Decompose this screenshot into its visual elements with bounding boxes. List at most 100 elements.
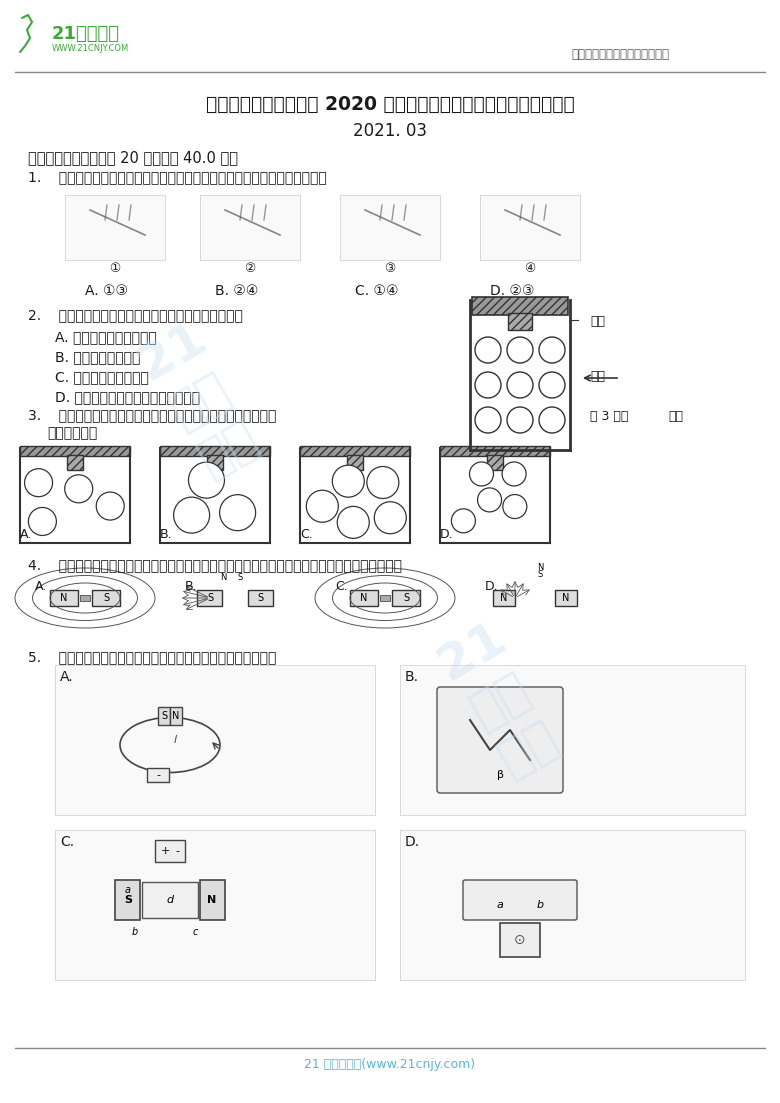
Text: ②: ② (244, 263, 256, 275)
Text: C. ①④: C. ①④ (355, 283, 399, 298)
Text: 1.    如图所示为某同学演示使用测电笔的几种握笔方法，其中正确的是（）。: 1. 如图所示为某同学演示使用测电笔的几种握笔方法，其中正确的是（）。 (28, 170, 327, 184)
Circle shape (470, 462, 494, 486)
Bar (392, 590, 420, 606)
Bar (207, 456, 223, 470)
Text: A. ①③: A. ①③ (85, 283, 128, 298)
Text: B.: B. (160, 528, 172, 540)
Text: b: b (132, 927, 138, 938)
Bar (200, 880, 225, 920)
Circle shape (28, 507, 56, 535)
Text: D.: D. (440, 528, 454, 540)
Bar (50, 590, 78, 606)
Bar (380, 595, 390, 601)
Circle shape (502, 462, 526, 486)
FancyBboxPatch shape (147, 768, 169, 782)
Text: N: N (562, 593, 569, 603)
Text: 2.    当发现有人触电时，应该立即采取的措施是（）。: 2. 当发现有人触电时，应该立即采取的措施是（）。 (28, 308, 243, 322)
Text: B. 迅速用手拉开导线: B. 迅速用手拉开导线 (55, 350, 140, 364)
Circle shape (539, 407, 565, 433)
Bar (350, 590, 378, 606)
Circle shape (475, 338, 501, 363)
FancyBboxPatch shape (480, 195, 580, 260)
Bar (67, 456, 83, 470)
FancyBboxPatch shape (437, 687, 563, 793)
Text: N: N (360, 593, 367, 603)
Text: S: S (237, 574, 243, 582)
Text: C. 迅速用小刀割断电线: C. 迅速用小刀割断电线 (55, 370, 149, 384)
Text: B.: B. (185, 580, 197, 593)
Text: 2021. 03: 2021. 03 (353, 122, 427, 140)
Text: C.: C. (335, 580, 348, 593)
Text: 第 3 题图: 第 3 题图 (590, 410, 629, 422)
Text: D. 迅速切断电源或用绝缘体挑开导线: D. 迅速切断电源或用绝缘体挑开导线 (55, 390, 200, 404)
Circle shape (96, 492, 124, 520)
Bar (440, 446, 550, 456)
Circle shape (475, 407, 501, 433)
Circle shape (367, 467, 399, 499)
FancyBboxPatch shape (500, 923, 540, 957)
Circle shape (189, 462, 225, 499)
Text: WWW.21CNJY.COM: WWW.21CNJY.COM (52, 44, 129, 53)
Text: C.: C. (300, 528, 313, 540)
Circle shape (220, 494, 256, 531)
Bar (347, 456, 363, 470)
Text: N: N (500, 593, 508, 603)
Text: l: l (173, 735, 176, 745)
Text: N: N (207, 895, 217, 904)
Text: 一、选择题（本大题共 20 小题，共 40.0 分）: 一、选择题（本大题共 20 小题，共 40.0 分） (28, 150, 238, 165)
Text: N: N (172, 711, 179, 721)
Text: 21 世纪教育网(www.21cnjy.com): 21 世纪教育网(www.21cnjy.com) (304, 1058, 476, 1071)
Text: A.: A. (20, 528, 32, 540)
Text: 活塞: 活塞 (590, 315, 605, 328)
Circle shape (475, 372, 501, 398)
Circle shape (307, 490, 339, 522)
Text: 21世纪教育: 21世纪教育 (52, 25, 120, 43)
FancyBboxPatch shape (200, 195, 300, 260)
Text: 4.    下面是四位同学根据小磁针静止时的指向，所画出的磁极和磁感线方向，其中正确的是（）。: 4. 下面是四位同学根据小磁针静止时的指向，所画出的磁极和磁感线方向，其中正确的… (28, 558, 402, 572)
Bar (197, 590, 222, 606)
Bar (487, 456, 503, 470)
FancyBboxPatch shape (65, 195, 165, 260)
Circle shape (337, 506, 369, 538)
Text: ①: ① (109, 263, 121, 275)
Text: +: + (161, 846, 170, 856)
Circle shape (507, 338, 533, 363)
Circle shape (174, 497, 210, 533)
FancyBboxPatch shape (463, 880, 577, 920)
Text: B.: B. (405, 670, 419, 684)
Circle shape (539, 372, 565, 398)
Text: N: N (537, 563, 543, 572)
Circle shape (507, 407, 533, 433)
Text: B. ②④: B. ②④ (215, 283, 258, 298)
Bar (20, 446, 130, 456)
Text: 理的是（）。: 理的是（）。 (47, 426, 98, 440)
Bar (555, 590, 577, 606)
FancyBboxPatch shape (340, 195, 440, 260)
Circle shape (374, 502, 406, 534)
Text: 加压: 加压 (590, 370, 605, 383)
Text: N: N (60, 593, 68, 603)
Text: 21
世纪
教育: 21 世纪 教育 (430, 613, 570, 786)
Text: D.: D. (405, 835, 420, 849)
Bar (80, 595, 90, 601)
Bar (55, 829, 375, 979)
Circle shape (332, 465, 364, 497)
Text: c: c (193, 927, 197, 938)
Text: 浙江省丽水市庆元二中 2020 学年第二学期八年级科学第一次月考卷: 浙江省丽水市庆元二中 2020 学年第二学期八年级科学第一次月考卷 (206, 95, 574, 114)
Bar (472, 297, 568, 315)
Text: S: S (103, 593, 109, 603)
Text: d: d (166, 895, 174, 904)
Text: A.: A. (60, 670, 73, 684)
Circle shape (24, 469, 52, 496)
Text: S: S (161, 711, 167, 721)
Bar (160, 446, 270, 456)
Text: S: S (207, 593, 213, 603)
Text: -: - (156, 770, 160, 780)
Text: ④: ④ (524, 263, 536, 275)
Bar (300, 446, 410, 456)
Text: β: β (497, 770, 504, 780)
Circle shape (539, 338, 565, 363)
Bar (142, 882, 198, 918)
Circle shape (452, 508, 476, 533)
Bar (158, 707, 170, 725)
